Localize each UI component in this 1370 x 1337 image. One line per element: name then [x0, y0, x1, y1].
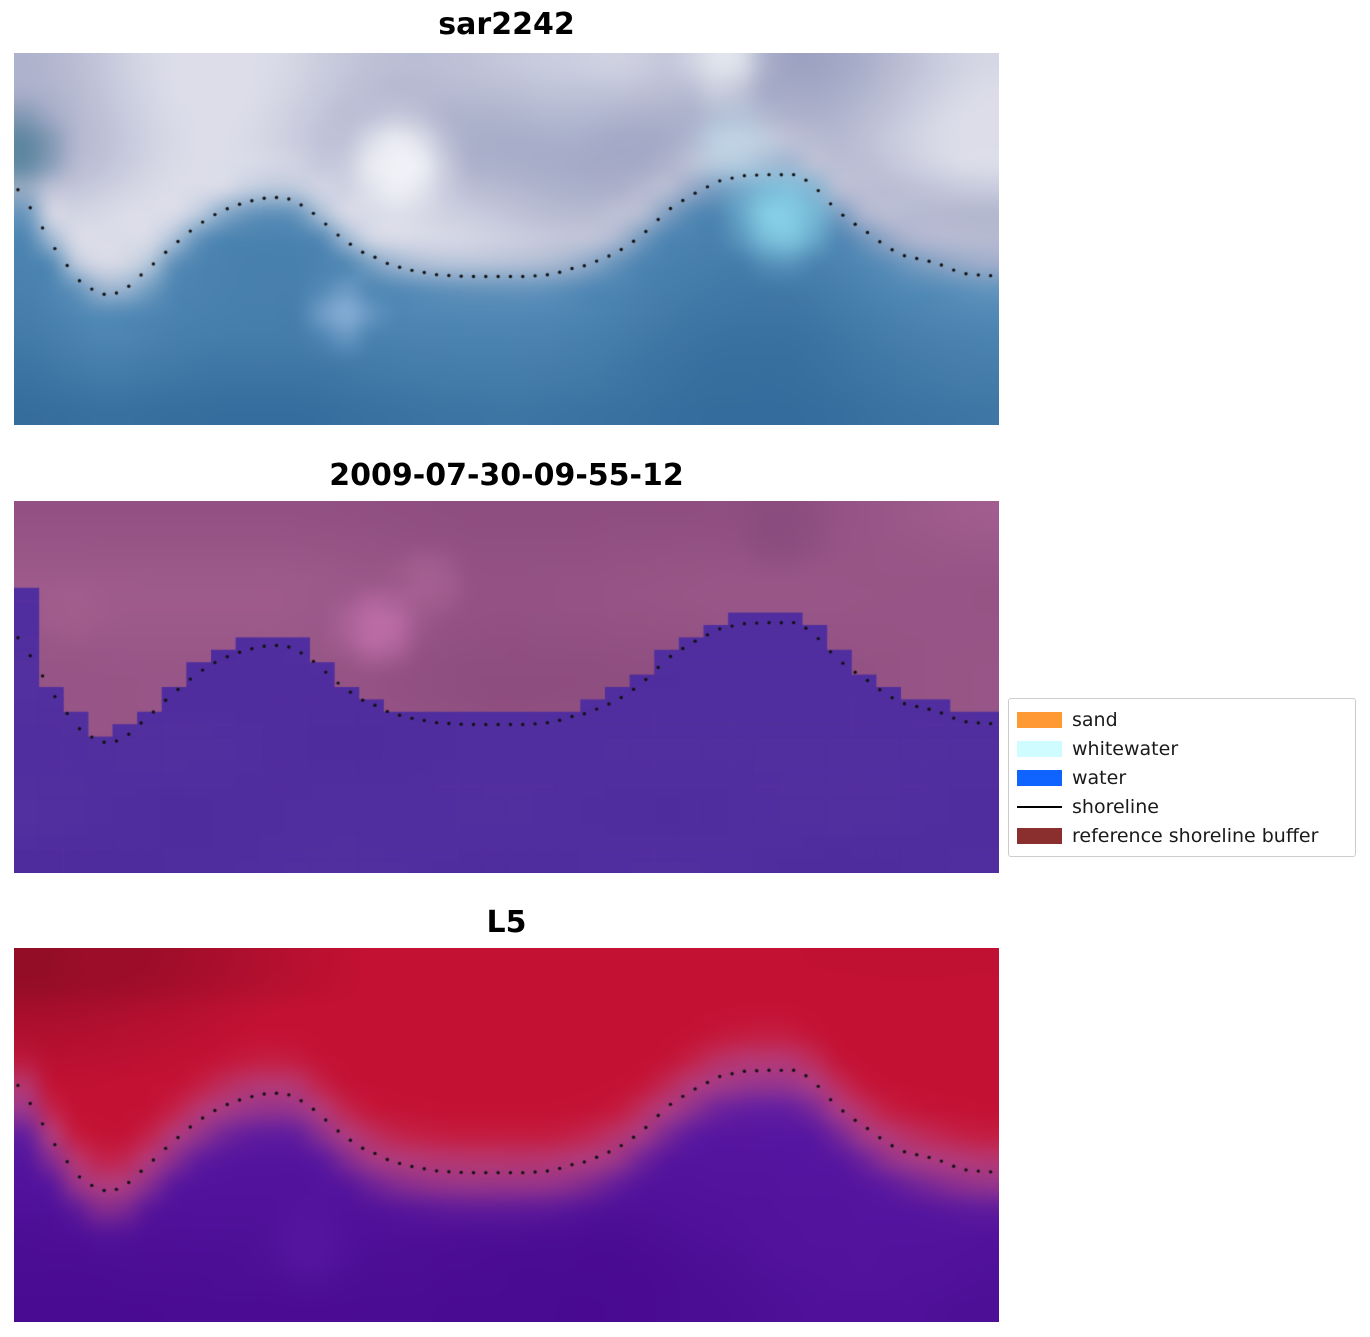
legend-item-sand: sand: [1017, 705, 1347, 734]
legend-line-swatch: [1017, 799, 1062, 815]
legend-label: whitewater: [1072, 737, 1179, 760]
legend-item-shoreline: shoreline: [1017, 792, 1347, 821]
legend-item-water: water: [1017, 763, 1347, 792]
legend-label: water: [1072, 766, 1127, 789]
panel-title-l5: L5: [486, 905, 527, 940]
panel-title-sar2242: sar2242: [438, 7, 575, 42]
legend-label: reference shoreline buffer: [1072, 824, 1319, 847]
legend-patch-swatch: [1017, 769, 1062, 786]
legend-item-reference-shoreline-buffer: reference shoreline buffer: [1017, 821, 1347, 850]
legend-patch-swatch: [1017, 827, 1062, 844]
legend-item-whitewater: whitewater: [1017, 734, 1347, 763]
legend-patch-swatch: [1017, 711, 1062, 728]
panel-image-sar2242: [14, 53, 999, 425]
legend-patch-swatch: [1017, 740, 1062, 757]
legend-label: sand: [1072, 708, 1118, 731]
legend: sand whitewater water shoreline reference sh…: [1008, 698, 1356, 857]
panel-image-l5: [14, 948, 999, 1322]
panel-image-classified: [14, 501, 999, 873]
panel-title-classified-date: 2009-07-30-09-55-12: [329, 458, 684, 493]
legend-label: shoreline: [1072, 795, 1159, 818]
shoreline-line-sample: [1017, 805, 1062, 808]
